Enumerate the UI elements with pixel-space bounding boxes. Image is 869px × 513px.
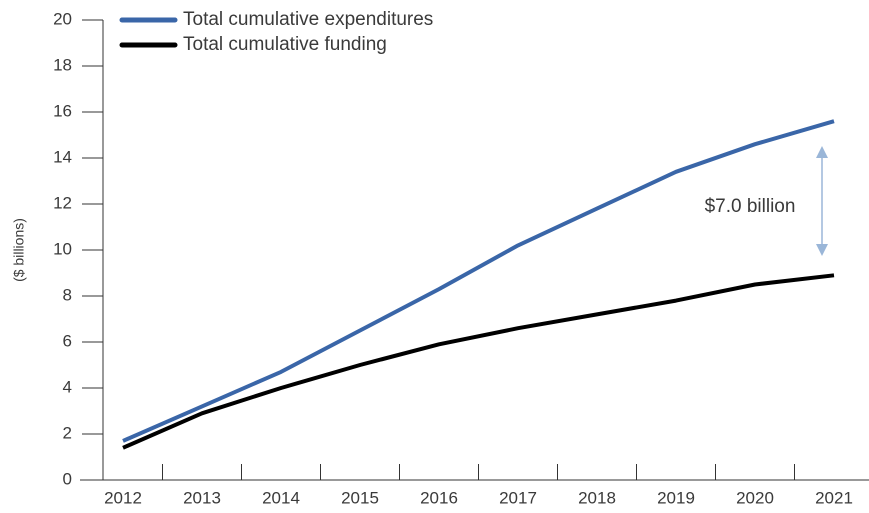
annotation: $7.0 billion	[705, 196, 796, 217]
legend-label: Total cumulative funding	[183, 34, 387, 55]
y-tick-label: 0	[63, 469, 72, 488]
y-tick-label: 12	[53, 193, 72, 212]
x-tick-label: 2017	[499, 488, 537, 507]
x-tick-label: 2018	[578, 488, 616, 507]
series-line	[122, 119, 835, 443]
legend-label: Total cumulative expenditures	[183, 9, 433, 30]
y-tick-label: 18	[53, 55, 72, 74]
y-tick-label: 6	[63, 331, 72, 350]
x-tick-label: 2015	[341, 488, 379, 507]
y-tick-label: 8	[63, 285, 72, 304]
x-tick-label: 2014	[262, 488, 300, 507]
y-tick-label: 2	[63, 423, 72, 442]
x-tick-label: 2019	[657, 488, 695, 507]
x-tick-label: 2012	[104, 488, 142, 507]
y-tick-label: 10	[53, 239, 72, 258]
x-tick-label: 2021	[815, 488, 853, 507]
y-tick-label: 4	[63, 377, 72, 396]
y-tick-label: 16	[53, 101, 72, 120]
x-tick-label: 2016	[420, 488, 458, 507]
x-tick-label: 2020	[736, 488, 774, 507]
y-tick-label: 20	[53, 9, 72, 28]
y-axis-label: ($ billions)	[11, 218, 27, 282]
x-tick-label: 2013	[183, 488, 221, 507]
y-tick-label: 14	[53, 147, 72, 166]
series-line	[122, 273, 835, 450]
